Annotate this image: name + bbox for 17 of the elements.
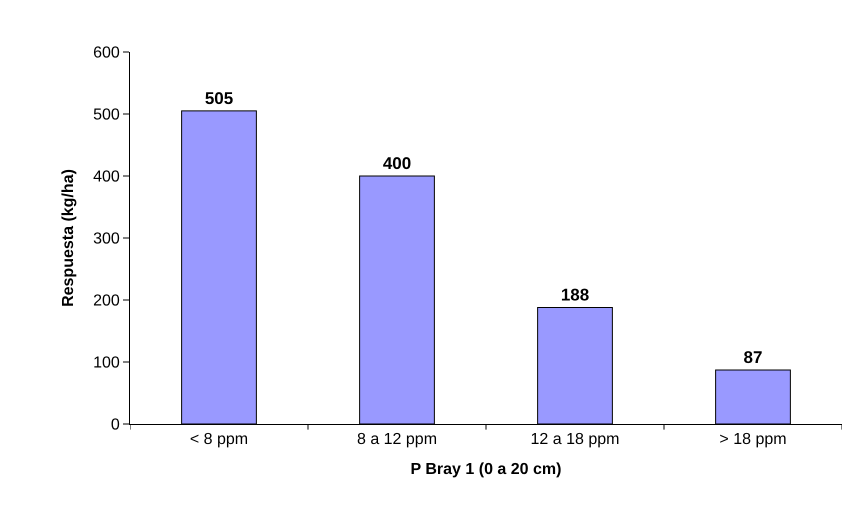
y-tick-label: 600 (93, 44, 120, 62)
data-label: 188 (560, 285, 590, 304)
y-tick-label: 200 (93, 292, 120, 310)
y-tick-label: 400 (93, 168, 120, 186)
y-tick-label: 500 (93, 106, 120, 124)
x-tick-label: 8 a 12 ppm (356, 431, 438, 448)
x-axis-title: P Bray 1 (0 a 20 cm) (410, 460, 562, 478)
data-label: 87 (744, 348, 762, 368)
y-tick-label: 100 (93, 354, 120, 372)
y-axis-title: Respuesta (kg/ha) (60, 169, 77, 307)
data-label: 400 (382, 154, 412, 173)
x-tick-label: > 18 ppm (719, 431, 787, 448)
x-tick-label: 12 a 18 ppm (530, 431, 620, 448)
x-tick-label: < 8 ppm (190, 431, 248, 448)
y-tick-label: 300 (93, 230, 120, 248)
y-tick-label: 0 (110, 416, 120, 434)
data-label: 505 (204, 88, 234, 108)
